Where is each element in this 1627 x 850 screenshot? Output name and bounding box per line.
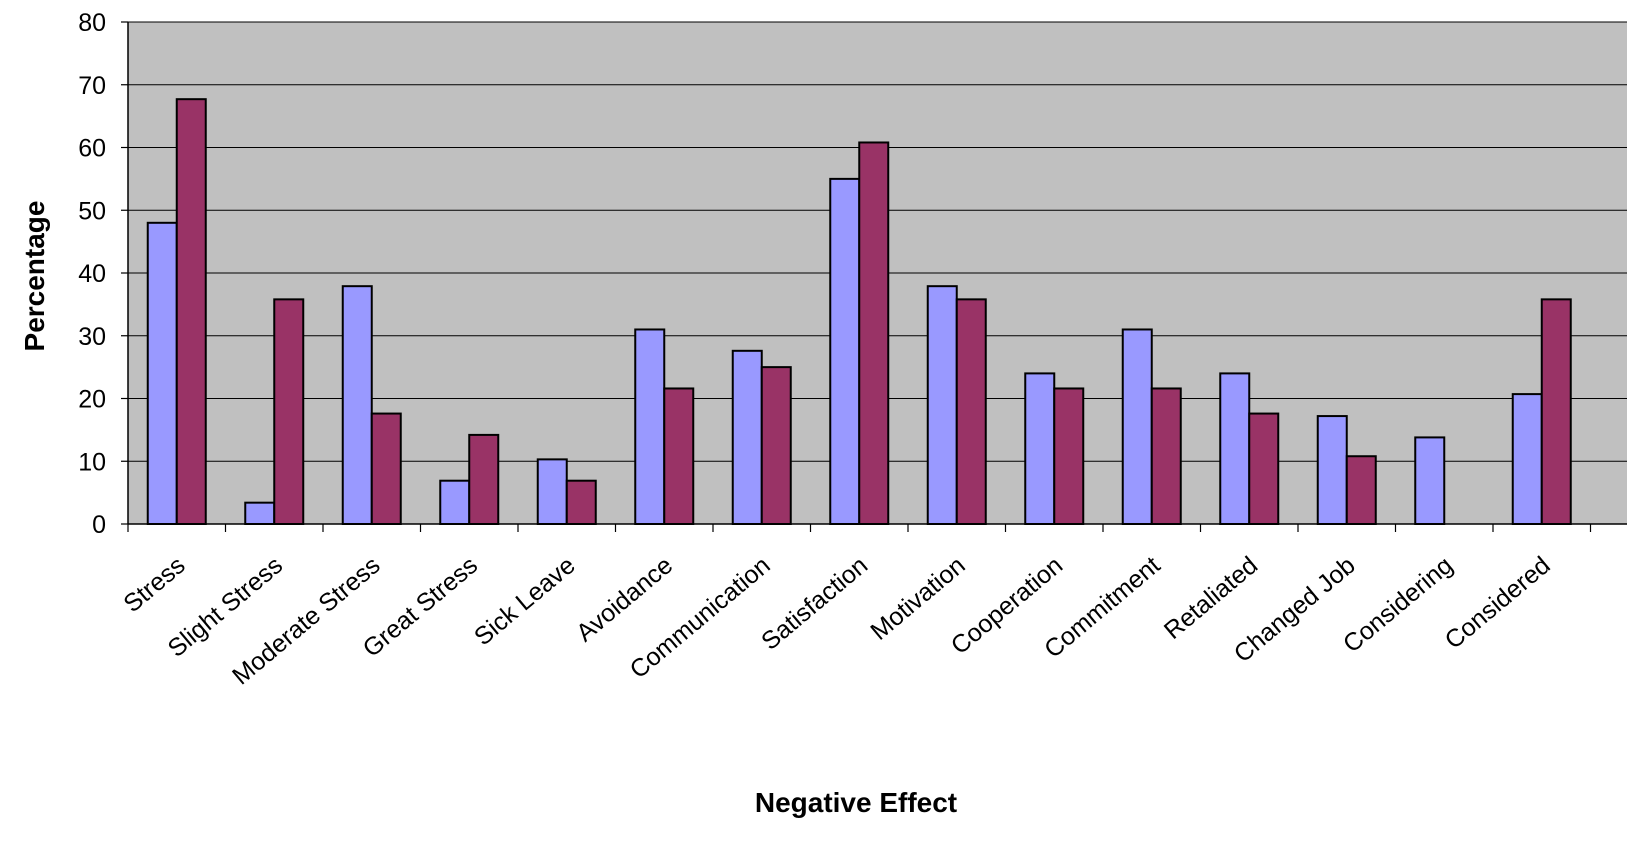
x-category-label: Sick Leave (469, 551, 581, 651)
bar-series-1-commitment (1121, 328, 1153, 525)
y-tick-label: 20 (78, 386, 106, 414)
bar-series-2-changed-job (1345, 455, 1377, 526)
bar-series-1-considered (1511, 393, 1543, 526)
y-tick-label: 80 (78, 9, 106, 37)
bar-series-2-cooperation (1053, 387, 1085, 525)
y-tick-label: 40 (78, 260, 106, 288)
y-tick-label: 50 (78, 197, 106, 225)
bar-series-1-sick-leave (536, 458, 568, 525)
bar-series-1-great-stress (439, 479, 471, 526)
bar-series-2-communication (760, 366, 792, 525)
bar-series-1-retaliated (1219, 372, 1251, 525)
bar-series-2-sick-leave (565, 479, 597, 526)
bar-series-2-great-stress (468, 433, 500, 525)
y-tick-label: 70 (78, 72, 106, 100)
y-tick-label: 30 (78, 323, 106, 351)
y-tick-label: 60 (78, 135, 106, 163)
bar-series-1-moderate-stress (341, 285, 373, 525)
x-category-label: Satisfaction (756, 551, 873, 656)
bar-series-1-satisfaction (829, 177, 861, 525)
bar-series-1-avoidance (634, 328, 666, 525)
bar-series-1-stress (146, 221, 178, 526)
bar-series-2-moderate-stress (370, 412, 402, 525)
bar-series-2-avoidance (663, 387, 695, 525)
bar-series-2-motivation (955, 298, 987, 526)
x-category-label: Considered (1440, 551, 1556, 655)
axes (121, 21, 1627, 532)
bar-series-2-satisfaction (858, 141, 890, 525)
bar-series-2-considered (1540, 298, 1572, 526)
x-axis-title: Negative Effect (755, 787, 957, 818)
bar-series-1-cooperation (1024, 372, 1056, 525)
bars (146, 98, 1572, 526)
bar-series-2-retaliated (1248, 412, 1280, 525)
bar-series-2-stress (175, 98, 207, 526)
y-tick-label: 10 (78, 448, 106, 476)
y-tick-label: 0 (92, 511, 106, 539)
bar-series-1-slight-stress (244, 501, 276, 526)
bar-series-1-considering (1414, 436, 1446, 525)
bar-series-1-motivation (926, 285, 958, 525)
y-axis-title: Percentage (19, 201, 50, 352)
y-tick-labels: 0 10 20 30 40 50 60 70 80 (78, 9, 106, 539)
bar-series-1-changed-job (1316, 415, 1348, 526)
x-category-label: Stress (118, 551, 190, 618)
bar-series-1-communication (731, 349, 763, 525)
bar-series-2-slight-stress (273, 298, 305, 526)
bar-series-2-commitment (1150, 387, 1182, 525)
